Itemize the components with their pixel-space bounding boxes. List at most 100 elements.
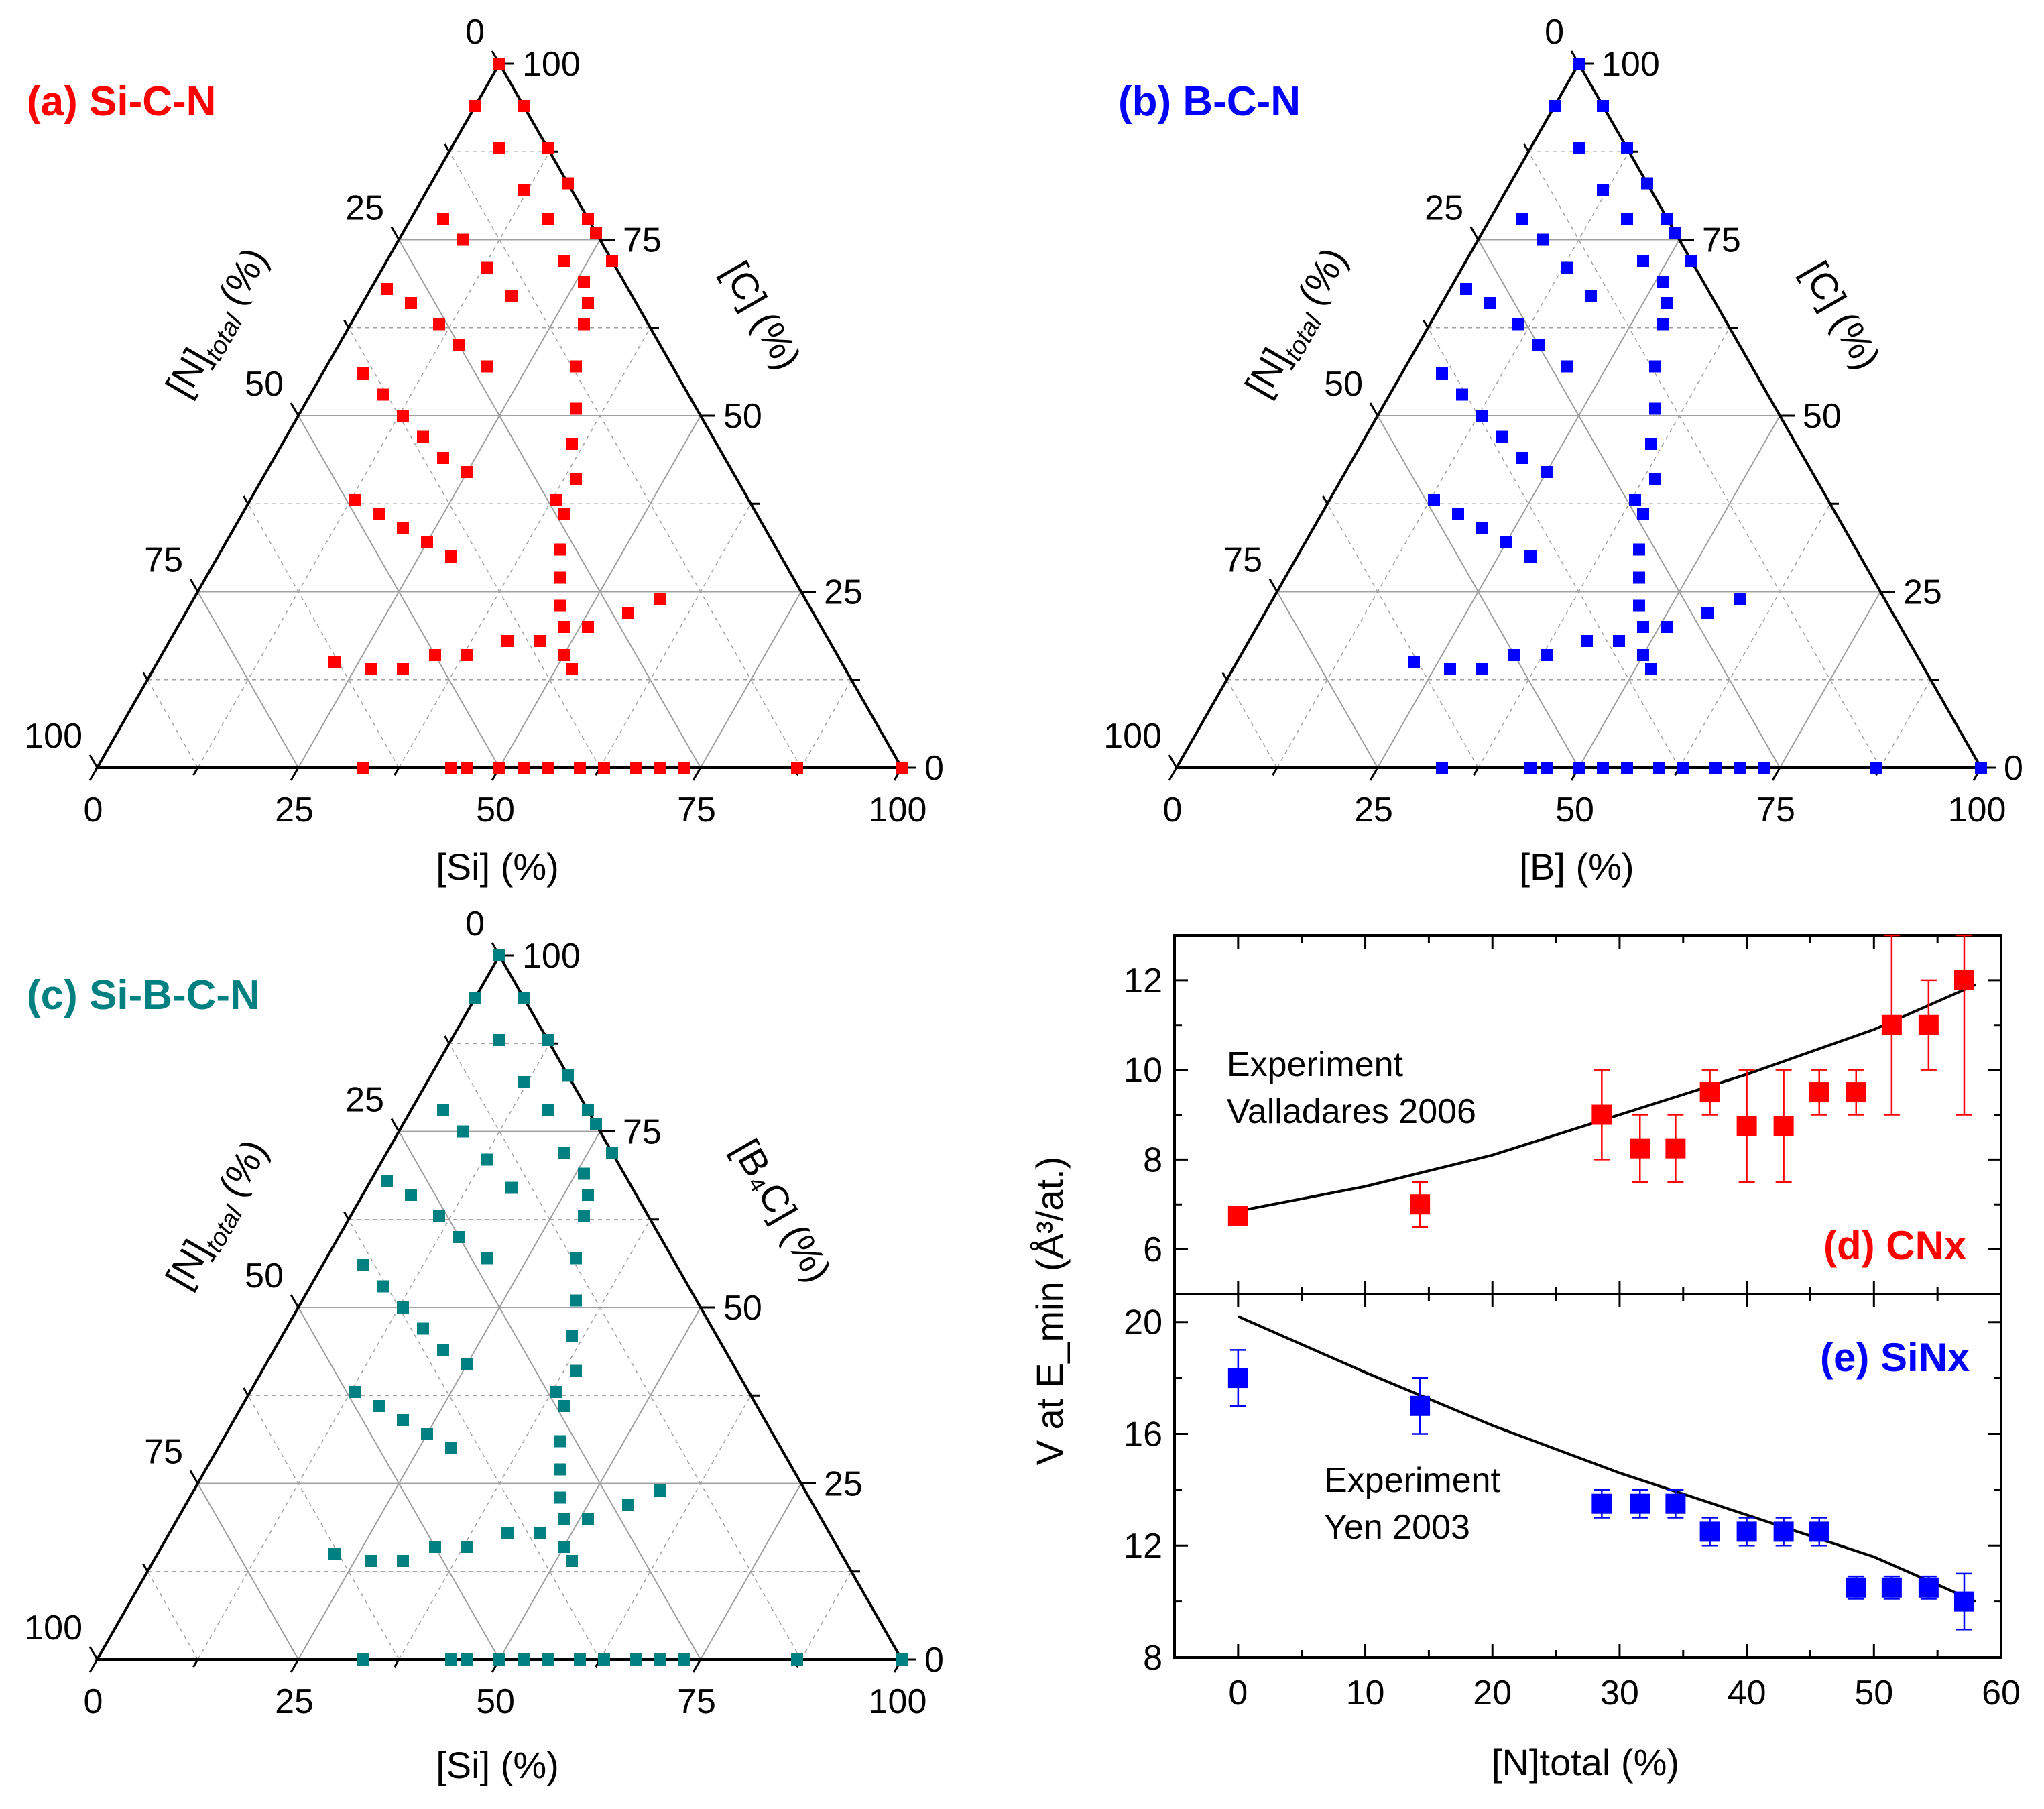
tick-mark xyxy=(290,1659,300,1673)
data-point xyxy=(1881,1577,1902,1598)
data-point xyxy=(1758,762,1770,774)
x-tick-label: 0 xyxy=(1228,1674,1248,1712)
data-point xyxy=(1661,297,1673,309)
tick-mark xyxy=(243,495,249,505)
left-tick-label: 0 xyxy=(1545,13,1564,52)
tick-mark xyxy=(343,319,350,329)
right-tick-label: 100 xyxy=(522,937,581,976)
grid-line xyxy=(448,1043,802,1660)
data-point xyxy=(1809,1082,1829,1103)
data-point xyxy=(1444,663,1456,675)
data-point xyxy=(1524,762,1537,774)
data-point xyxy=(558,1147,570,1159)
data-point xyxy=(349,494,361,506)
data-point xyxy=(554,599,566,612)
data-point xyxy=(461,649,473,661)
plot-frame xyxy=(1173,1293,2002,1659)
data-point xyxy=(578,1167,590,1180)
bottom-tick-label: 100 xyxy=(1948,791,2006,829)
data-point xyxy=(1408,656,1420,668)
data-point xyxy=(373,508,385,520)
data-point xyxy=(1597,184,1609,196)
data-point xyxy=(1597,762,1609,774)
data-point xyxy=(1975,762,1987,774)
data-point xyxy=(505,1181,518,1194)
left-tick-label: 50 xyxy=(245,1257,284,1295)
data-point xyxy=(457,233,469,246)
data-point xyxy=(678,762,690,774)
y-tick-label: 12 xyxy=(1124,961,1162,1000)
data-point xyxy=(1665,1138,1686,1159)
data-point xyxy=(1452,508,1464,520)
data-point xyxy=(397,1414,409,1426)
right-tick-label: 50 xyxy=(723,397,762,436)
data-point xyxy=(433,1210,445,1222)
left-tick-label: 75 xyxy=(144,541,183,580)
data-point xyxy=(654,1653,666,1666)
bottom-tick-label: 50 xyxy=(1555,791,1594,829)
data-point xyxy=(381,283,393,295)
data-point xyxy=(598,1653,610,1666)
data-point xyxy=(365,663,377,675)
panel-d-label: (d) CNx xyxy=(1823,1223,1966,1268)
data-point xyxy=(505,290,518,302)
data-point xyxy=(896,1653,908,1666)
grid-line xyxy=(247,503,400,768)
ternary-plot-b: 0 0 0 25 25 25 50 50 50 75 75 75 100 100 100 xyxy=(1103,13,2023,829)
data-point xyxy=(554,1463,566,1476)
data-point xyxy=(542,762,554,774)
data-point xyxy=(1496,430,1508,443)
data-point xyxy=(377,388,389,401)
e-annotation-1: Experiment xyxy=(1324,1461,1501,1500)
data-point xyxy=(1573,142,1585,154)
data-point xyxy=(405,1189,417,1201)
left-tick-label: 25 xyxy=(345,1081,384,1120)
data-point xyxy=(1630,1493,1650,1514)
data-point xyxy=(1870,762,1882,774)
tick-mark xyxy=(1168,754,1178,768)
panel-a-label: (a) Si-C-N xyxy=(27,78,216,125)
tick-mark xyxy=(444,1035,450,1045)
grid-line xyxy=(298,415,500,768)
data-point xyxy=(1637,255,1649,267)
data-point xyxy=(1629,494,1641,506)
data-point xyxy=(1701,607,1714,619)
grid-line xyxy=(800,1571,852,1660)
data-point xyxy=(1633,543,1645,556)
grid-line xyxy=(1226,679,1278,768)
data-point xyxy=(397,663,409,675)
grid-line xyxy=(197,1483,299,1660)
tick-mark xyxy=(88,754,99,768)
data-point xyxy=(554,1491,566,1504)
data-point xyxy=(622,607,634,619)
grid-line xyxy=(398,327,651,768)
data-point xyxy=(542,213,554,225)
fit-curve xyxy=(1238,1315,1976,1603)
data-point xyxy=(570,1364,582,1377)
left-tick-label: 50 xyxy=(1324,365,1363,404)
data-point xyxy=(1227,1205,1248,1226)
data-point xyxy=(566,1555,578,1567)
x-tick-label: 50 xyxy=(1854,1674,1893,1712)
tick-mark xyxy=(394,1659,400,1668)
data-point xyxy=(570,1294,582,1307)
data-point xyxy=(493,142,505,154)
data-point xyxy=(445,762,457,774)
data-point xyxy=(1476,410,1488,422)
e-annotation-2: Yen 2003 xyxy=(1324,1508,1470,1547)
data-point xyxy=(1630,1138,1650,1159)
data-point xyxy=(534,1527,546,1539)
data-point xyxy=(357,762,369,774)
panel-b-right-axis-label: [C] (%) xyxy=(1794,254,1889,376)
data-point xyxy=(1736,1116,1757,1136)
tick-mark xyxy=(142,671,149,681)
data-point xyxy=(349,1386,361,1398)
right-tick-label: 0 xyxy=(924,749,944,788)
panel-c-bottom-axis-label: [Si] (%) xyxy=(436,1744,559,1786)
right-tick-label: 100 xyxy=(1602,45,1660,84)
grid-line xyxy=(197,1043,550,1660)
de-y-axis-label: V at E_min (Å³/at.) xyxy=(1028,1157,1071,1466)
data-point xyxy=(481,261,493,274)
grid-line xyxy=(147,1571,198,1660)
panel-b-bottom-axis-label: [B] (%) xyxy=(1519,845,1634,888)
